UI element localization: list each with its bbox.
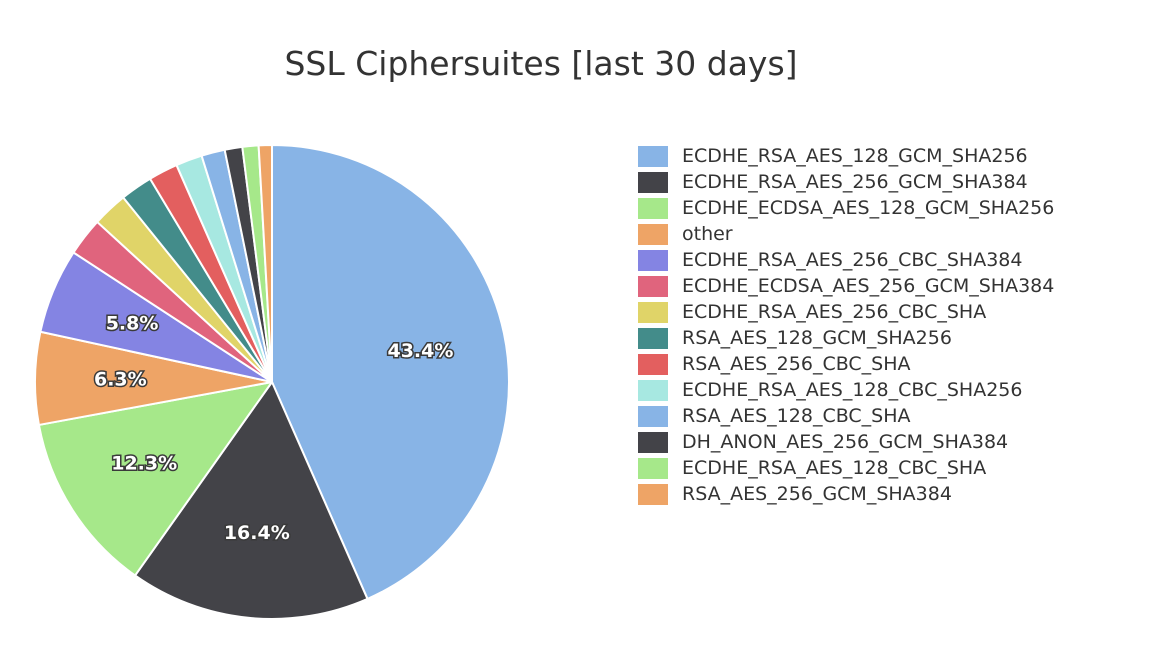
legend-item-rsa-aes-256-cbc-sha[interactable]: RSA_AES_256_CBC_SHA (638, 351, 1054, 377)
pie-slices (34, 144, 510, 620)
pie-slice-ecdhe-rsa-aes-256-gcm-sha384[interactable] (134, 381, 369, 620)
legend-label: ECDHE_RSA_AES_256_GCM_SHA384 (682, 171, 1028, 193)
legend-label: ECDHE_ECDSA_AES_128_GCM_SHA256 (682, 197, 1055, 219)
legend-item-ecdhe-rsa-aes-256-cbc-sha[interactable]: ECDHE_RSA_AES_256_CBC_SHA (638, 299, 1054, 325)
legend-item-other[interactable]: other (638, 221, 1054, 247)
legend-swatch (638, 379, 668, 401)
legend-label: ECDHE_RSA_AES_128_CBC_SHA256 (682, 379, 1023, 401)
legend-item-ecdhe-rsa-aes-128-cbc-sha[interactable]: ECDHE_RSA_AES_128_CBC_SHA (638, 455, 1054, 481)
legend-item-ecdhe-rsa-aes-128-gcm-sha256[interactable]: ECDHE_RSA_AES_128_GCM_SHA256 (638, 143, 1054, 169)
legend-label: RSA_AES_256_GCM_SHA384 (682, 483, 952, 505)
legend-swatch (638, 223, 668, 245)
legend-swatch (638, 171, 668, 193)
pie-data-labels: 43.4% 16.4% 12.3% 6.3% 5.8% (92, 311, 454, 545)
legend-label: DH_ANON_AES_256_GCM_SHA384 (682, 431, 1009, 453)
pie-slice-ecdhe-rsa-aes-128-gcm-sha256[interactable] (271, 144, 510, 600)
legend-swatch (638, 431, 668, 453)
pie-slice-rsa-aes-256-gcm-sha384[interactable] (257, 144, 273, 383)
legend-item-ecdhe-rsa-aes-256-gcm-sha384[interactable]: ECDHE_RSA_AES_256_GCM_SHA384 (638, 169, 1054, 195)
legend-swatch (638, 275, 668, 297)
legend-item-rsa-aes-128-gcm-sha256[interactable]: RSA_AES_128_GCM_SHA256 (638, 325, 1054, 351)
chart-title: SSL Ciphersuites [last 30 days] (284, 44, 798, 83)
data-label-other: 6.3% (94, 369, 147, 391)
legend-swatch (638, 457, 668, 479)
legend-swatch (638, 483, 668, 505)
legend-label: ECDHE_RSA_AES_256_CBC_SHA384 (682, 249, 1023, 271)
data-label-ecdhe-rsa-aes-256-gcm-sha384: 16.4% (224, 522, 290, 544)
legend-label: ECDHE_RSA_AES_256_CBC_SHA (682, 301, 987, 323)
legend-item-ecdhe-ecdsa-aes-256-gcm-sha384[interactable]: ECDHE_ECDSA_AES_256_GCM_SHA384 (638, 273, 1054, 299)
legend-label: ECDHE_RSA_AES_128_CBC_SHA (682, 457, 987, 479)
legend-swatch (638, 249, 668, 271)
legend-label: other (682, 223, 733, 245)
legend-swatch (638, 197, 668, 219)
legend-item-ecdhe-rsa-aes-128-cbc-sha256[interactable]: ECDHE_RSA_AES_128_CBC_SHA256 (638, 377, 1054, 403)
legend-label: RSA_AES_128_GCM_SHA256 (682, 327, 952, 349)
legend-label: ECDHE_RSA_AES_128_GCM_SHA256 (682, 145, 1028, 167)
legend-swatch (638, 301, 668, 323)
legend-swatch (638, 145, 668, 167)
legend-label: RSA_AES_256_CBC_SHA (682, 353, 911, 375)
legend-swatch (638, 353, 668, 375)
legend-label: RSA_AES_128_CBC_SHA (682, 405, 911, 427)
legend-item-rsa-aes-128-cbc-sha[interactable]: RSA_AES_128_CBC_SHA (638, 403, 1054, 429)
data-label-ecdhe-rsa-aes-256-cbc-sha384: 5.8% (106, 313, 159, 335)
data-label-ecdhe-ecdsa-aes-128-gcm-sha256: 12.3% (111, 453, 177, 475)
legend-item-rsa-aes-256-gcm-sha384[interactable]: RSA_AES_256_GCM_SHA384 (638, 481, 1054, 507)
pie-slice-ecdhe-ecdsa-aes-128-gcm-sha256[interactable] (37, 381, 273, 577)
legend-label: ECDHE_ECDSA_AES_256_GCM_SHA384 (682, 275, 1055, 297)
legend-item-ecdhe-ecdsa-aes-128-gcm-sha256[interactable]: ECDHE_ECDSA_AES_128_GCM_SHA256 (638, 195, 1054, 221)
legend-swatch (638, 327, 668, 349)
legend-item-ecdhe-rsa-aes-256-cbc-sha384[interactable]: ECDHE_RSA_AES_256_CBC_SHA384 (638, 247, 1054, 273)
data-label-ecdhe-rsa-aes-128-gcm-sha256: 43.4% (387, 340, 453, 362)
legend-item-dh-anon-aes-256-gcm-sha384[interactable]: DH_ANON_AES_256_GCM_SHA384 (638, 429, 1054, 455)
legend-swatch (638, 405, 668, 427)
legend: ECDHE_RSA_AES_128_GCM_SHA256 ECDHE_RSA_AE… (638, 143, 1054, 507)
